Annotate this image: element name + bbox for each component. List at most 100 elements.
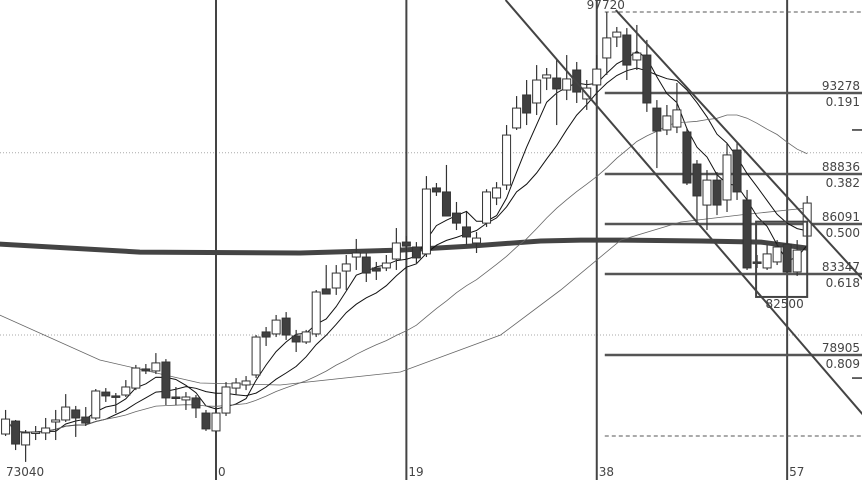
candle-body bbox=[151, 362, 161, 372]
candle-body bbox=[391, 242, 401, 260]
bullish-candle bbox=[331, 265, 341, 295]
bullish-candle bbox=[592, 55, 602, 95]
bullish-candle bbox=[492, 182, 502, 206]
bearish-candle bbox=[71, 405, 81, 437]
bearish-candle bbox=[401, 236, 411, 260]
candle-body bbox=[431, 187, 441, 193]
candle-body bbox=[702, 179, 712, 206]
candle-body bbox=[632, 52, 642, 61]
bullish-candle bbox=[51, 409, 61, 441]
bearish-candle bbox=[692, 160, 702, 225]
moving-average-10-line bbox=[5, 67, 808, 433]
bearish-candle bbox=[682, 127, 692, 186]
candle-body bbox=[532, 79, 542, 104]
bearish-candle bbox=[371, 261, 381, 280]
candle-body bbox=[371, 267, 381, 272]
bullish-candle bbox=[221, 382, 231, 416]
bullish-candle bbox=[702, 170, 712, 231]
bearish-candle bbox=[321, 265, 331, 295]
bullish-candle bbox=[672, 82, 682, 134]
candle-body bbox=[251, 336, 261, 376]
candle-body bbox=[1, 418, 11, 435]
bullish-candle bbox=[91, 388, 101, 420]
box-low-label: 82500 bbox=[766, 297, 804, 311]
fib-ratio-label: 0.191 bbox=[826, 95, 860, 109]
bullish-candle bbox=[662, 104, 672, 136]
bullish-candle bbox=[421, 176, 431, 258]
candle-body bbox=[522, 94, 532, 114]
bearish-candle bbox=[101, 388, 111, 402]
bearish-candle bbox=[451, 201, 461, 231]
bullish-candle bbox=[131, 364, 141, 391]
bearish-candle bbox=[522, 80, 532, 126]
candle-body bbox=[772, 246, 782, 263]
candle-body bbox=[121, 386, 131, 396]
fib-price-label: 78905 bbox=[822, 341, 860, 355]
bullish-candle bbox=[231, 378, 241, 396]
candle-body bbox=[421, 188, 431, 255]
candle-body bbox=[482, 191, 492, 224]
x-tick-label: 19 bbox=[408, 465, 423, 479]
candle-body bbox=[231, 382, 241, 389]
candle-body bbox=[762, 253, 772, 269]
bearish-candle bbox=[462, 211, 471, 245]
candle-body bbox=[782, 243, 792, 273]
bullish-candle bbox=[241, 376, 251, 391]
bullish-candle bbox=[482, 189, 492, 227]
bullish-candle bbox=[602, 12, 612, 75]
candle-body bbox=[301, 331, 311, 343]
bearish-candle bbox=[291, 329, 301, 352]
candle-body bbox=[612, 31, 622, 38]
x-tick-label: 57 bbox=[789, 465, 804, 479]
candle-body bbox=[281, 317, 291, 336]
bullish-candle bbox=[41, 417, 51, 441]
bullish-candle bbox=[381, 255, 391, 272]
consolidation-box bbox=[755, 220, 809, 298]
candle-body bbox=[21, 432, 31, 446]
candle-body bbox=[712, 179, 722, 206]
bullish-candle bbox=[61, 394, 71, 422]
bearish-candle bbox=[261, 327, 271, 346]
bullish-candle bbox=[722, 143, 732, 212]
thick-moving-average-line bbox=[0, 237, 808, 256]
bullish-candle bbox=[271, 314, 281, 338]
bearish-candle bbox=[712, 172, 722, 216]
candle-body bbox=[381, 262, 391, 269]
bearish-candle bbox=[191, 395, 201, 418]
bearish-candle bbox=[111, 393, 121, 414]
bullish-candle bbox=[151, 353, 161, 375]
bearish-candle bbox=[441, 164, 451, 217]
candle-body bbox=[441, 191, 451, 217]
bearish-candle bbox=[431, 183, 441, 196]
candle-body bbox=[311, 291, 321, 335]
fib-ratio-label: 0.382 bbox=[826, 176, 860, 190]
x-tick-label: 0 bbox=[218, 465, 226, 479]
bullish-candle bbox=[121, 380, 131, 398]
candle-body bbox=[101, 391, 111, 397]
x-tick-label: 38 bbox=[599, 465, 614, 479]
candle-body bbox=[752, 261, 762, 264]
candle-body bbox=[191, 397, 201, 409]
candle-body bbox=[642, 54, 652, 104]
fib-ratio-label: 0.618 bbox=[826, 276, 860, 290]
fib-price-label: 88836 bbox=[822, 160, 860, 174]
candle-body bbox=[331, 272, 341, 289]
candle-body bbox=[11, 420, 21, 445]
candle-body bbox=[592, 68, 602, 86]
candle-body bbox=[241, 380, 251, 386]
bullish-candle bbox=[311, 290, 321, 338]
candle-body bbox=[682, 131, 692, 184]
bearish-candle bbox=[141, 364, 151, 375]
candle-body bbox=[291, 335, 301, 343]
candle-body bbox=[81, 416, 91, 424]
candle-body bbox=[341, 263, 351, 272]
candle-body bbox=[652, 107, 662, 132]
candle-body bbox=[792, 249, 802, 273]
candle-body bbox=[662, 115, 672, 131]
high-price-label: 97720 bbox=[587, 0, 625, 12]
candle-body bbox=[512, 107, 522, 129]
fib-price-label: 86091 bbox=[822, 210, 860, 224]
bullish-candle bbox=[1, 409, 11, 437]
